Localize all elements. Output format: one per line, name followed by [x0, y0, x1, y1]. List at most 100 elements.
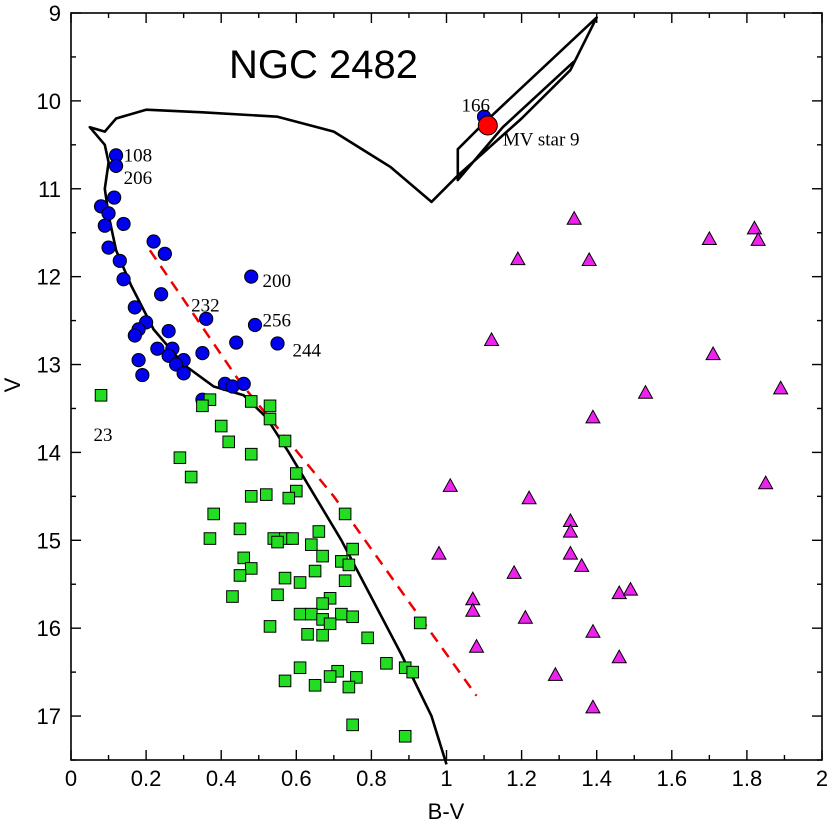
annotation-label: 256 [263, 311, 292, 332]
non_members_green-point [308, 564, 322, 578]
members-point [176, 366, 191, 381]
non_members_green-point [226, 590, 239, 603]
non_members_green-point [335, 607, 348, 621]
non_members_magenta-point [611, 649, 628, 664]
non_members_green-point [380, 657, 393, 670]
x-tick-label: 0.6 [281, 766, 312, 791]
non_members_magenta-point [637, 384, 654, 399]
x-tick-label: 0 [65, 766, 77, 791]
members-point [112, 253, 127, 268]
non_members_green-point [233, 569, 247, 582]
non_members_green-point [203, 532, 217, 545]
non_members_green-point [290, 467, 303, 480]
members-point [107, 190, 122, 205]
non_members_green-point [323, 617, 337, 631]
non_members_green-point [278, 571, 292, 585]
non_members_green-point [184, 470, 198, 484]
annotation-label: 23 [94, 425, 113, 446]
isochrone-line [88, 16, 598, 765]
x-tick-label: 1 [440, 766, 452, 791]
non_members_magenta-point [573, 557, 590, 572]
non_members_green-point [406, 665, 420, 679]
non_members_magenta-point [517, 609, 534, 624]
members-point [146, 234, 161, 249]
annotation-label: MV star 9 [503, 130, 580, 151]
y-tick-label: 17 [37, 704, 61, 729]
annotation-label: 232 [191, 296, 220, 317]
non_members_green-point [286, 532, 299, 545]
x-tick-label: 2 [816, 766, 828, 791]
non_members_green-point [342, 680, 356, 694]
non_members_green-point [271, 588, 284, 602]
y-tick-label: 13 [37, 353, 61, 378]
ticks-layer: 0 0.2 0.4 0.6 0.8 1 1.2 1.4 1.6 1.8 2 9 10 11 12 13 14 15… [37, 1, 829, 791]
non_members_green-point [308, 679, 322, 692]
x-tick-label: 1.4 [581, 766, 612, 791]
non_members_green-point [293, 576, 307, 589]
x-tick-label: 1.8 [732, 766, 763, 791]
members-point [247, 317, 263, 333]
non_members_green-point [323, 670, 337, 683]
x-axis-label: B-V [428, 799, 465, 824]
mv_star_9-point [477, 115, 498, 136]
non_members_green-point [346, 542, 359, 556]
non_members_green-point [305, 607, 318, 621]
non_members_green-point [214, 419, 228, 433]
non_members_magenta-point [468, 638, 485, 653]
y-axis-label: V [0, 377, 25, 392]
non_members_green-point [338, 574, 352, 588]
y-tick-label: 10 [37, 89, 61, 114]
y-tick-label: 12 [37, 265, 61, 290]
members-point [244, 269, 259, 284]
non_members_magenta-point [622, 581, 639, 596]
members-point [101, 206, 116, 221]
non_members_magenta-point [585, 699, 601, 714]
members-point [135, 367, 150, 383]
plot-frame [70, 12, 823, 761]
members-point [161, 324, 176, 339]
non_members_magenta-point [431, 545, 447, 560]
non_members_magenta-point [746, 220, 763, 235]
non_members_green-point [233, 522, 247, 536]
non_members_green-point [316, 628, 329, 642]
non_members_green-point [316, 549, 329, 563]
members-point [199, 311, 214, 326]
binary_sequence-line [148, 249, 478, 697]
x-tick-label: 1.6 [657, 766, 688, 791]
non_members_green-point [398, 729, 412, 743]
non_members_magenta-point [562, 545, 579, 560]
non_members_green-point [350, 671, 363, 684]
y-tick-label: 9 [49, 1, 61, 26]
x-tick-label: 0.8 [356, 766, 387, 791]
non_members_green-point [278, 434, 292, 448]
non_members_green-point [263, 412, 277, 426]
curve-layer [88, 16, 598, 765]
members-point [101, 240, 116, 255]
members-point [154, 287, 169, 302]
non_members_green-point [293, 607, 307, 621]
x-tick-label: 0.4 [206, 766, 237, 791]
non_members_magenta-point [464, 602, 481, 617]
non_members_green-point [282, 491, 296, 505]
non_members_magenta-point [581, 251, 598, 267]
non_members_green-point [237, 551, 251, 565]
annotation-label: 206 [124, 168, 153, 189]
annotation-label: 108 [124, 145, 153, 166]
members-point [108, 158, 124, 174]
non_members_green-point [342, 558, 356, 572]
non_members_green-point [244, 447, 258, 461]
non_members_green-point [305, 538, 318, 551]
members-point [150, 341, 165, 356]
non_members_magenta-point [442, 477, 459, 492]
members-point [116, 272, 131, 287]
non_members_green-point [301, 628, 314, 641]
non_members_magenta-point [566, 210, 583, 225]
members-point [97, 218, 112, 233]
non_members_green-point [413, 616, 427, 630]
non_members_green-point [278, 674, 292, 688]
non_members_magenta-point [757, 475, 774, 490]
non_members_magenta-point [483, 331, 500, 347]
non_members_green-point [244, 562, 258, 575]
non_members_green-point [271, 535, 284, 549]
non_members_green-point [263, 399, 277, 413]
